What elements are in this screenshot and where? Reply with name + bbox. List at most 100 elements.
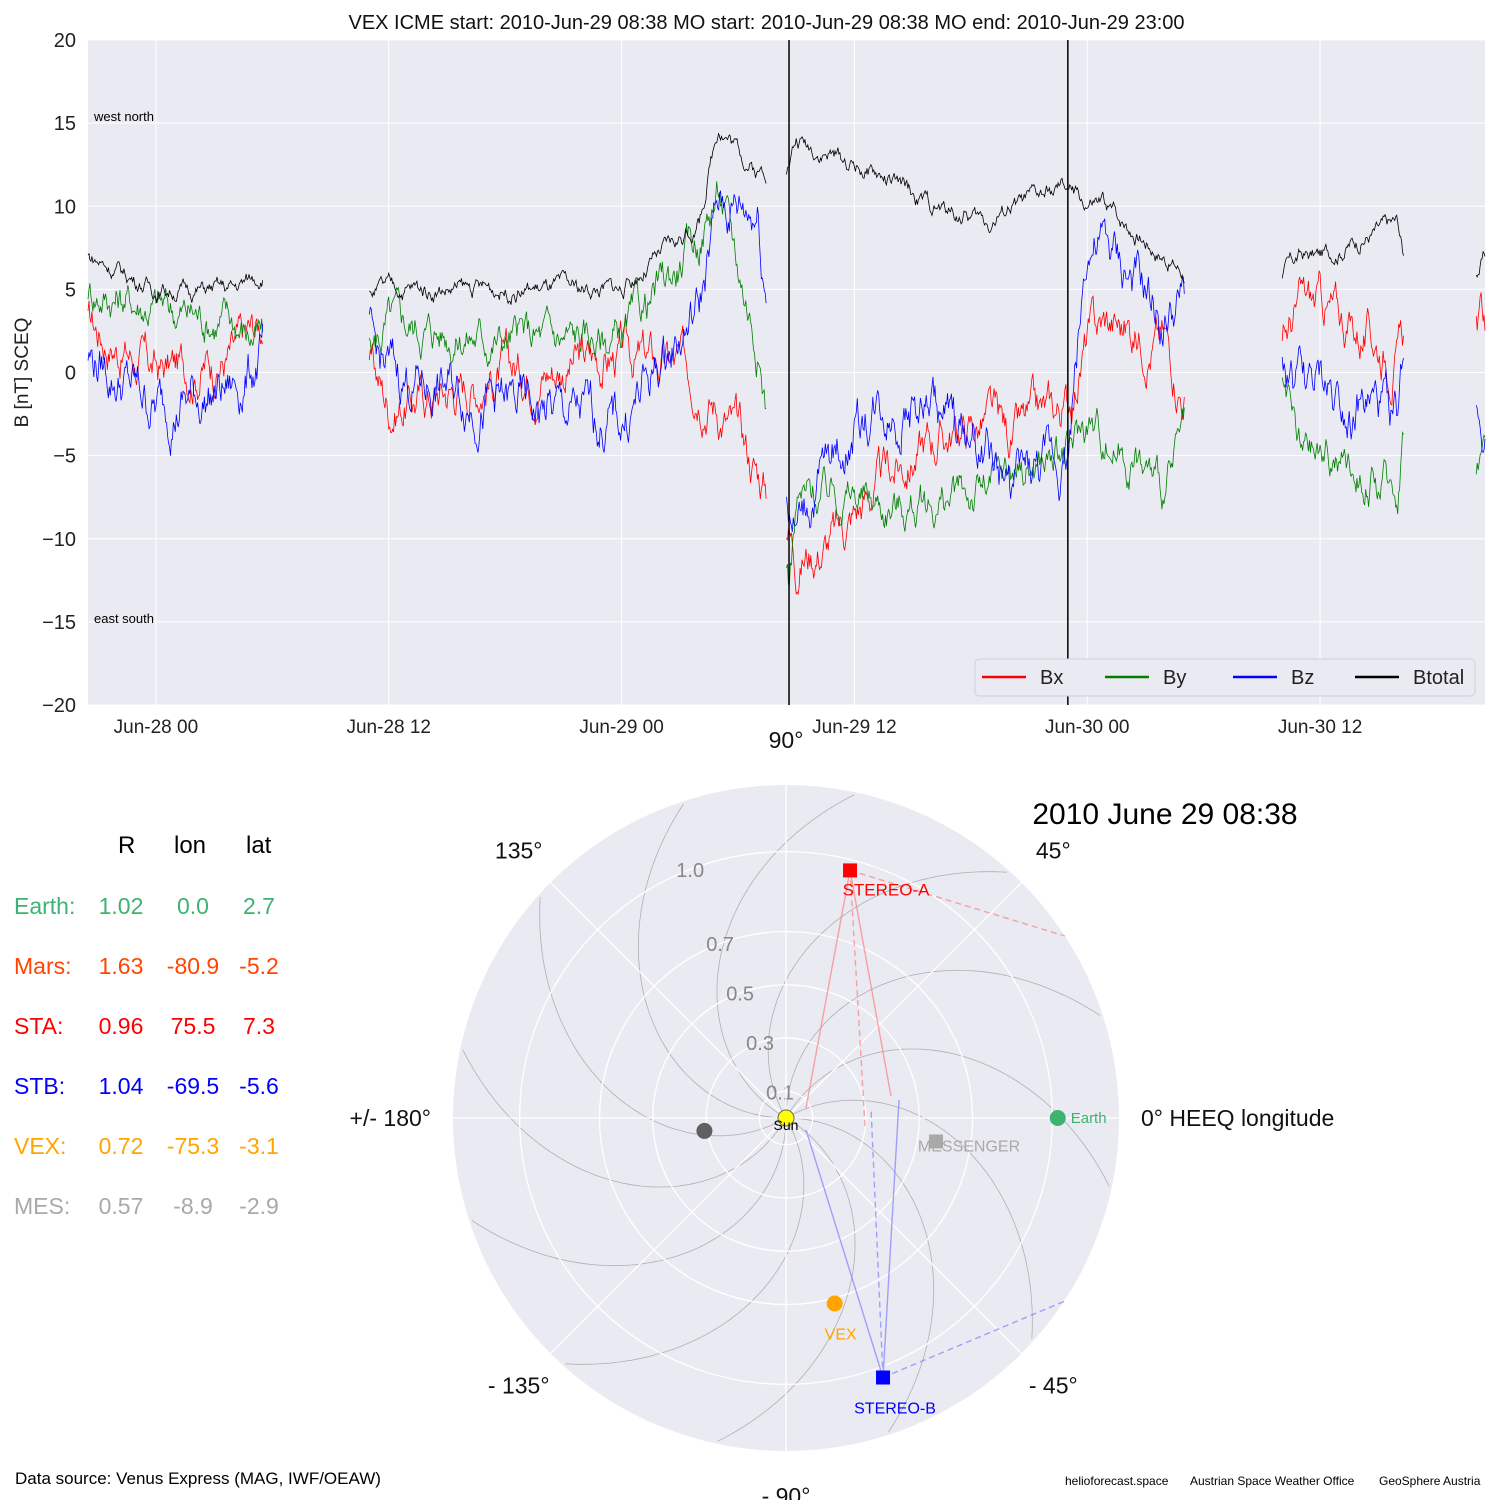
table-row-label: MES:	[14, 1193, 71, 1219]
table-cell-lat: -5.2	[239, 953, 279, 979]
angular-gridline	[785, 882, 1022, 1119]
table-cell-lon: -80.9	[166, 953, 220, 979]
label-sun: Sun	[774, 1117, 799, 1133]
table-cell-lon: -69.5	[166, 1073, 220, 1099]
angle-label: - 135°	[488, 1372, 550, 1398]
angle-label: - 45°	[1029, 1372, 1078, 1398]
table-cell-r: 1.63	[98, 953, 144, 979]
parker-spiral-line	[471, 1118, 787, 1267]
marker-vex	[826, 1295, 843, 1312]
y-tick-label: −10	[42, 529, 76, 551]
table-cell-lat: 2.7	[243, 893, 275, 919]
label-stereo-b: STEREO-B	[854, 1401, 936, 1418]
top-chart-title: VEX ICME start: 2010-Jun-29 08:38 MO sta…	[348, 12, 1184, 34]
credit-helioforecast: helioforecast.space	[1065, 1474, 1169, 1488]
radial-tick-label: 0.7	[706, 934, 734, 956]
series-line-bx	[87, 270, 1486, 595]
table-cell-lat: -2.9	[239, 1193, 279, 1219]
angle-label: +/- 180°	[350, 1105, 431, 1131]
sta-connection-line	[805, 870, 851, 1109]
data-source-label: Data source: Venus Express (MAG, IWF/OEA…	[15, 1469, 381, 1488]
angle-label: 90°	[769, 727, 804, 753]
polar-title: 2010 June 29 08:38	[1032, 798, 1297, 831]
parker-spiral-line	[539, 897, 787, 1137]
angular-gridline	[550, 882, 787, 1119]
label-vex: VEX	[825, 1327, 857, 1344]
sta-connection-line	[849, 870, 892, 1097]
table-cell-lon: 0.0	[177, 893, 209, 919]
parker-spiral-line	[785, 1099, 1033, 1339]
marker-unnamed	[696, 1122, 713, 1139]
legend-label-by: By	[1163, 667, 1186, 689]
label-stereo-a: STEREO-A	[843, 880, 931, 899]
y-tick-label: 15	[54, 113, 76, 135]
marker-earth	[1049, 1110, 1066, 1126]
y-tick-label: −5	[53, 446, 76, 468]
parker-spiral-line	[786, 1117, 935, 1433]
series-line-bz	[87, 190, 1486, 533]
y-tick-label: −15	[42, 612, 76, 634]
marker-messenger	[929, 1134, 944, 1149]
x-tick-label: Jun-28 12	[346, 717, 431, 738]
table-cell-r: 0.57	[98, 1193, 144, 1219]
label-earth: Earth	[1071, 1110, 1107, 1127]
x-tick-label: Jun-30 12	[1278, 717, 1363, 738]
legend: Bx By Bz Btotal	[974, 658, 1476, 697]
table-cell-r: 0.96	[98, 1013, 144, 1039]
table-cell-lat: -3.1	[239, 1133, 279, 1159]
y-tick-label: 10	[54, 196, 76, 218]
table-cell-lon: -8.9	[173, 1193, 213, 1219]
angle-label: 135°	[495, 838, 543, 864]
table-row-label: STB:	[14, 1073, 66, 1099]
table-row-label: Earth:	[14, 893, 76, 919]
label-messenger: MESSENGER	[918, 1138, 1020, 1155]
parker-spiral-line	[637, 803, 786, 1119]
legend-box	[974, 658, 1476, 697]
table-header-lon: lon	[174, 832, 207, 859]
table-cell-lon: 75.5	[170, 1013, 216, 1039]
angle-label: - 90°	[762, 1483, 811, 1500]
table-header-lat: lat	[246, 832, 272, 859]
table-header-r: R	[118, 832, 136, 859]
radial-tick-label: 0.1	[766, 1082, 794, 1104]
parker-spiral-line	[565, 1117, 805, 1365]
marker-stereo-a	[843, 863, 858, 878]
series-line-by	[87, 181, 1486, 586]
sta-connection-dashed	[849, 870, 866, 1127]
table-cell-lat: 7.3	[243, 1013, 275, 1039]
table-cell-lon: -75.3	[166, 1133, 220, 1159]
x-tick-label: Jun-29 12	[812, 717, 897, 738]
annotation-east-south: east south	[94, 611, 154, 626]
radial-tick-label: 0.3	[746, 1033, 774, 1055]
legend-label-bz: Bz	[1291, 667, 1314, 689]
annotation-west-north: west north	[93, 109, 154, 124]
y-axis-label: B [nT] SCEQ	[12, 318, 33, 428]
angular-gridline	[550, 1117, 787, 1354]
x-tick-label: Jun-28 00	[114, 717, 199, 738]
y-tick-label: −20	[42, 695, 76, 717]
y-tick-label: 0	[65, 363, 76, 385]
table-row-label: STA:	[14, 1013, 64, 1039]
legend-label-bx: Bx	[1040, 667, 1063, 689]
parker-spiral-line	[785, 969, 1101, 1118]
series-line-btotal	[87, 133, 1486, 305]
stb-connection-line	[882, 1099, 900, 1378]
stb-connection-dashed	[870, 1107, 884, 1378]
table-cell-lat: -5.6	[239, 1073, 279, 1099]
table-row-label: VEX:	[14, 1133, 67, 1159]
marker-stereo-b	[876, 1370, 891, 1385]
table-cell-r: 0.72	[98, 1133, 144, 1159]
table-cell-r: 1.04	[98, 1073, 144, 1099]
radial-tick-label: 0.5	[726, 983, 754, 1005]
credit-geosphere: GeoSphere Austria	[1379, 1474, 1481, 1488]
sta-connection-dashed	[849, 869, 1066, 937]
x-tick-label: Jun-30 00	[1045, 717, 1130, 738]
parker-spiral-line	[767, 871, 1007, 1119]
radial-tick-label: 1.0	[676, 860, 704, 882]
angular-gridline	[785, 1117, 1022, 1354]
credit-asw-office: Austrian Space Weather Office	[1190, 1474, 1355, 1488]
legend-label-btotal: Btotal	[1413, 667, 1464, 689]
x-tick-label: Jun-29 00	[579, 717, 664, 738]
